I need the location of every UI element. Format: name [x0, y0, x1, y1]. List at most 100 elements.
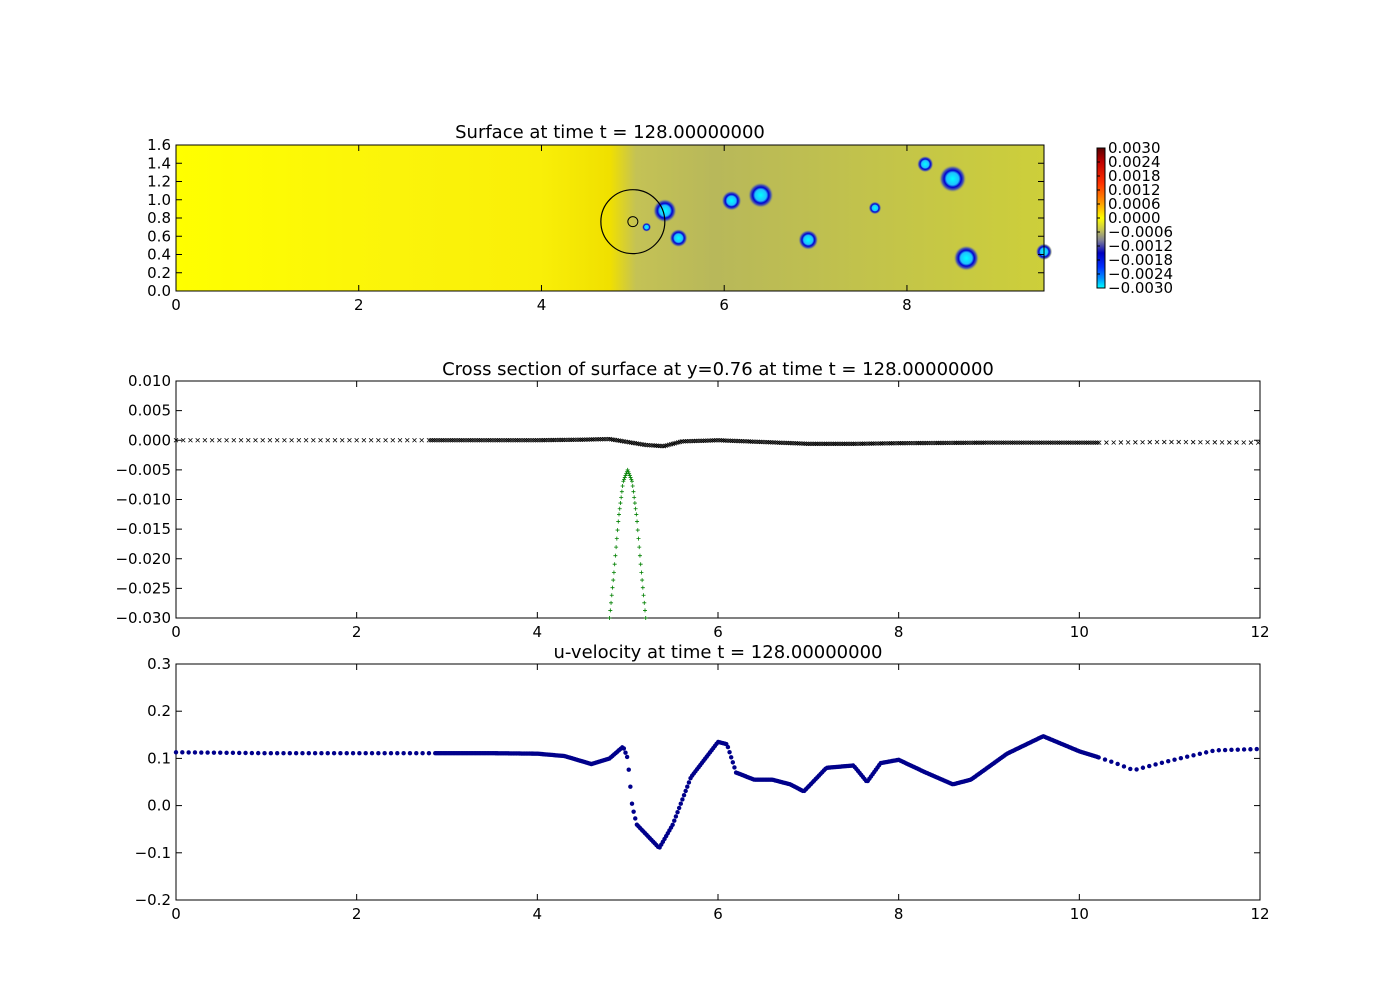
surface-x-marker	[807, 441, 813, 447]
surface-x-marker	[804, 441, 809, 447]
velocity-point	[338, 751, 343, 756]
surface-x-marker	[769, 440, 775, 445]
velocity-point	[1121, 764, 1127, 769]
velocity-point	[287, 751, 293, 756]
surface-panel: Surface at time t = 128.00000000 0.00.20…	[147, 122, 1053, 314]
colorbar-tick-label: 0.0006	[1108, 195, 1161, 213]
surface-x-marker	[522, 437, 527, 443]
velocity-point	[1159, 760, 1165, 765]
surface-x-marker	[753, 439, 759, 445]
cross-section-x-ticks: 0 2 4 6 8 10 12	[171, 381, 1270, 641]
surface-x-marker	[966, 440, 972, 446]
surface-x-marker	[486, 437, 491, 443]
surface-x-marker	[1176, 439, 1181, 445]
bottom-plus-marker	[611, 578, 616, 583]
surface-x-marker	[773, 440, 779, 445]
surface-x-marker	[659, 443, 665, 449]
surface-x-marker	[1046, 440, 1051, 445]
surface-x-marker	[939, 440, 945, 446]
surface-x-marker	[822, 441, 827, 447]
bottom-plus-marker	[640, 578, 645, 583]
velocity-point	[306, 751, 311, 756]
surface-x-marker	[435, 437, 441, 443]
surface-x-marker	[585, 437, 591, 442]
y-tick-label: 0.8	[147, 209, 171, 227]
bottom-plus-marker	[619, 489, 624, 494]
velocity-point	[281, 751, 286, 756]
surface-x-marker	[545, 437, 551, 443]
surface-x-marker	[793, 441, 798, 446]
x-tick-label: 12	[1250, 623, 1269, 641]
surface-x-marker	[995, 440, 1001, 445]
surface-x-marker	[1066, 440, 1071, 445]
surface-x-marker	[430, 437, 435, 443]
velocity-point	[186, 750, 191, 755]
surface-x-marker	[1044, 440, 1050, 445]
surface-x-marker	[827, 441, 833, 447]
surface-x-marker	[1227, 440, 1232, 445]
surface-x-marker	[1241, 440, 1247, 445]
surface-x-marker	[462, 437, 468, 443]
velocity-point	[633, 816, 638, 821]
surface-x-marker	[569, 437, 574, 443]
surface-x-marker	[506, 437, 511, 443]
surface-x-marker	[813, 441, 818, 447]
y-tick-label: 1.0	[147, 191, 171, 209]
bottom-plus-marker	[622, 475, 627, 480]
surface-x-marker	[1183, 439, 1189, 445]
velocity-point	[1140, 765, 1146, 770]
velocity-point	[673, 814, 679, 819]
surface-x-marker	[1064, 440, 1069, 445]
surface-x-marker	[479, 437, 484, 443]
velocity-point	[1109, 759, 1114, 764]
bottom-plus-marker	[630, 479, 635, 484]
velocity-point	[420, 751, 425, 756]
surface-x-marker	[1104, 440, 1109, 445]
velocity-point	[205, 750, 210, 755]
surface-x-marker	[1053, 440, 1059, 445]
surface-x-marker	[894, 440, 900, 446]
surface-x-marker	[679, 439, 685, 444]
surface-x-marker	[484, 437, 490, 443]
bottom-plus-marker	[639, 570, 644, 575]
surface-x-marker	[784, 440, 789, 446]
source-circle	[600, 189, 666, 255]
surface-x-marker	[583, 437, 589, 442]
surface-field	[176, 145, 1044, 291]
surface-x-marker	[450, 437, 455, 443]
surface-x-marker	[217, 437, 222, 443]
surface-x-marker	[432, 437, 437, 443]
surface-x-marker	[834, 441, 840, 447]
surface-x-marker	[685, 438, 690, 444]
velocity-point	[730, 760, 736, 765]
bottom-plus-marker	[609, 600, 614, 605]
velocity-point	[312, 751, 318, 756]
bottom-plus-marker	[631, 489, 636, 494]
surface-x-marker	[513, 437, 518, 443]
surface-x-marker	[755, 439, 761, 445]
surface-x-marker	[1019, 440, 1024, 445]
surface-x-marker	[1062, 440, 1068, 445]
velocity-point	[732, 765, 737, 770]
surface-x-marker	[1060, 440, 1066, 445]
surface-x-marker	[598, 436, 603, 442]
velocity-point	[1210, 748, 1215, 754]
colorbar-tick-label: −0.0012	[1108, 237, 1173, 255]
surface-x-marker	[376, 437, 381, 443]
surface-x-marker	[797, 441, 802, 446]
x-tick-label: 4	[533, 905, 543, 923]
surface-x-marker	[397, 437, 403, 443]
surface-x-marker	[759, 439, 764, 445]
source-ring	[600, 189, 666, 255]
bottom-plus-marker	[633, 506, 638, 511]
surface-x-marker	[795, 441, 800, 446]
bottom-plus-marker	[635, 528, 640, 533]
surface-x-marker	[556, 437, 562, 443]
bottom-plus-marker	[625, 467, 630, 472]
y-tick-label: −0.005	[115, 461, 171, 479]
x-tick-label: 10	[1070, 905, 1089, 923]
bottom-plus-marker	[619, 495, 624, 500]
velocity-point	[675, 810, 680, 815]
surface-x-marker	[905, 440, 910, 446]
y-tick-label: 0.2	[147, 264, 171, 282]
